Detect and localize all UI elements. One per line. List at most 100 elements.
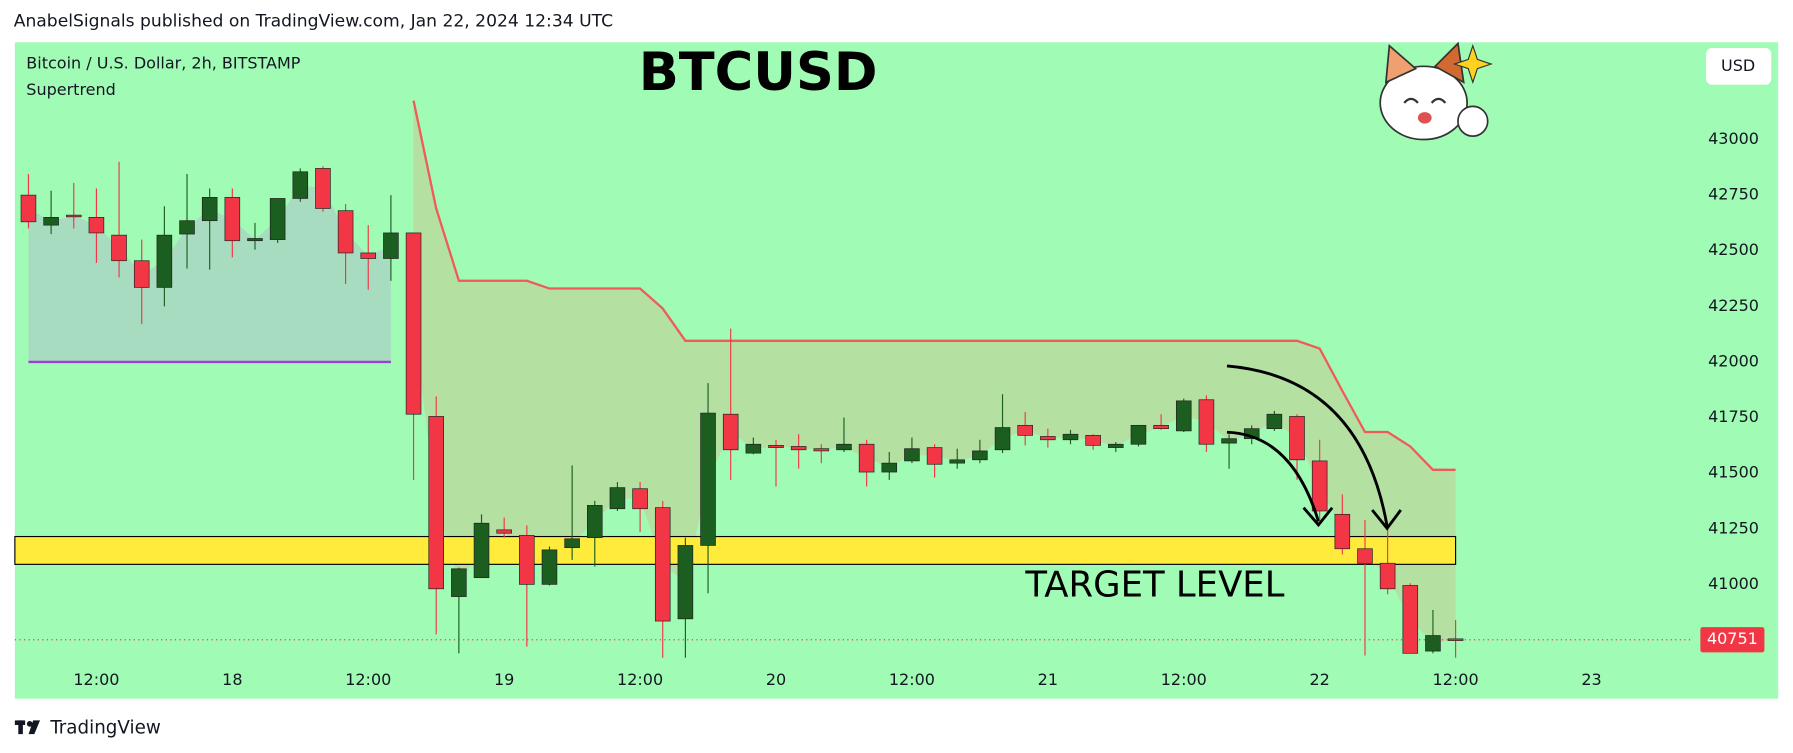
arrows [1226,364,1402,531]
x-tick-label: 12:00 [617,670,663,689]
footer-logo [14,720,41,735]
candle-body [1289,416,1305,461]
candle-body [43,217,59,226]
candle-body [1062,433,1079,441]
header: AnabelSignals published on TradingView.c… [14,12,613,32]
candle-body [1085,434,1101,446]
candle-body [949,459,966,464]
candle-body [1447,638,1464,641]
candle-body [994,427,1011,451]
candle-body [360,252,377,259]
x-tick-label: 12:00 [1433,670,1479,689]
candle-body [1017,424,1033,436]
plot [14,100,1693,658]
candle-body [1357,548,1373,564]
x-tick-label: 23 [1581,670,1601,689]
indicator: Supertrend [26,80,116,99]
candle-body [315,168,331,209]
candle-body [1130,424,1147,445]
supertrend-fill [28,185,391,362]
candle-body [1402,585,1419,654]
candle-body [813,448,830,452]
candle-body [451,568,467,597]
candle-body [1108,443,1124,448]
candle-body [428,416,444,590]
candle-body [609,487,626,510]
y-tick-label: 41500 [1708,463,1759,482]
sticker [1379,41,1493,141]
candle-body [519,535,535,585]
candle-body [541,549,558,585]
candle-body [201,197,218,222]
candle-body [587,505,603,538]
candle-body [383,232,399,259]
candle-body [179,220,195,235]
candle-body [111,234,127,262]
candle-body [700,412,716,546]
candle-body [269,198,286,240]
candle-body [247,238,263,242]
y-tick-label: 42750 [1708,185,1759,204]
x-tick-label: 12:00 [73,670,119,689]
x-tick-label: 21 [1038,670,1058,689]
candle-body [224,197,241,242]
y-tick-label: 41750 [1708,407,1759,426]
last-price-label: 40751 [1707,629,1758,648]
x-tick-label: 12:00 [889,670,935,689]
y-tick-label: 42500 [1708,240,1759,259]
supertrend-line [412,100,1456,471]
candle-body [881,462,898,473]
candle-body [133,260,150,288]
candle-body [722,413,739,451]
symbol: Bitcoin / U.S. Dollar, 2h, BITSTAMP [26,54,301,73]
x-tick-label: 22 [1309,670,1329,689]
candle-body [337,210,354,254]
candle-body [1266,413,1283,430]
candle-body [65,214,82,218]
x-tick-label: 12:00 [345,670,391,689]
candle-body [1040,436,1056,441]
candle-body [473,522,490,579]
candle-body [1425,635,1441,652]
candle-body [1175,400,1192,432]
y-tick-label: 42250 [1708,296,1759,315]
candle-body [768,445,784,448]
candle-body [632,488,648,510]
footer: TradingView [49,717,161,738]
candle-body [836,443,852,451]
target-zone [14,535,1457,565]
annotation-label: TARGET LEVEL [1024,565,1284,606]
candle-body [1198,399,1215,445]
candle-body [1221,438,1237,444]
y-tick-label: 41250 [1708,518,1759,537]
candle-body [926,447,943,465]
currency[interactable]: USD [1721,56,1755,75]
candle-body [20,194,37,223]
x-tick-label: 18 [222,670,242,689]
candle-body [1334,513,1351,550]
x-tick-label: 20 [766,670,786,689]
chart-title: BTCUSD [639,42,878,103]
y-tick-label: 41000 [1708,574,1759,593]
candle-body [745,443,762,454]
candle-body [156,234,173,288]
supertrend-fill [413,100,1456,644]
x-tick-label: 12:00 [1161,670,1207,689]
candle-body [405,232,422,415]
candle-body [654,507,671,622]
candle-body [677,545,694,620]
y-tick-label: 43000 [1708,129,1759,148]
candle-body [496,529,512,534]
candle-body [858,443,875,473]
candle-body [790,446,807,451]
last-price-tag [1700,627,1765,653]
candle-body [972,450,988,461]
candle-body [904,448,920,462]
currency-box[interactable] [1706,48,1772,85]
candle-body [292,171,309,199]
candle-body [1153,424,1169,430]
x-tick-label: 19 [494,670,514,689]
candle-body [564,538,580,549]
